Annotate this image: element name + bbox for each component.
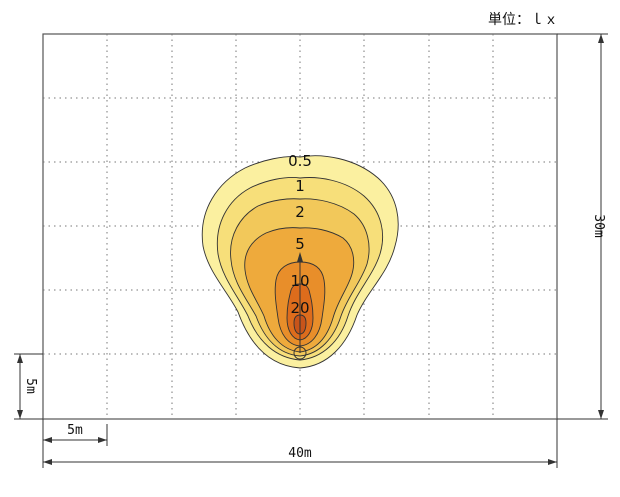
grid-width-dimension <box>43 424 108 446</box>
contour-label-5: 5 <box>295 235 305 253</box>
contour-label-20: 20 <box>290 299 309 317</box>
width-dimension <box>42 419 558 468</box>
contour-label-1: 1 <box>295 177 305 195</box>
unit-label: 単位：ｌｘ <box>488 12 558 28</box>
height-dimension <box>557 33 608 420</box>
aim-arrowhead <box>297 252 303 262</box>
contour-label-10: 10 <box>290 272 309 290</box>
contour-label-0.5: 0.5 <box>288 152 312 170</box>
grid-height-dimension-label: 5m <box>23 378 38 394</box>
grid-height-dimension <box>14 353 43 420</box>
height-dimension-label: 30m <box>591 214 606 238</box>
grid-width-dimension-label: 5m <box>67 423 83 438</box>
width-dimension-label: 40m <box>288 446 312 461</box>
contour-label-2: 2 <box>295 203 305 221</box>
